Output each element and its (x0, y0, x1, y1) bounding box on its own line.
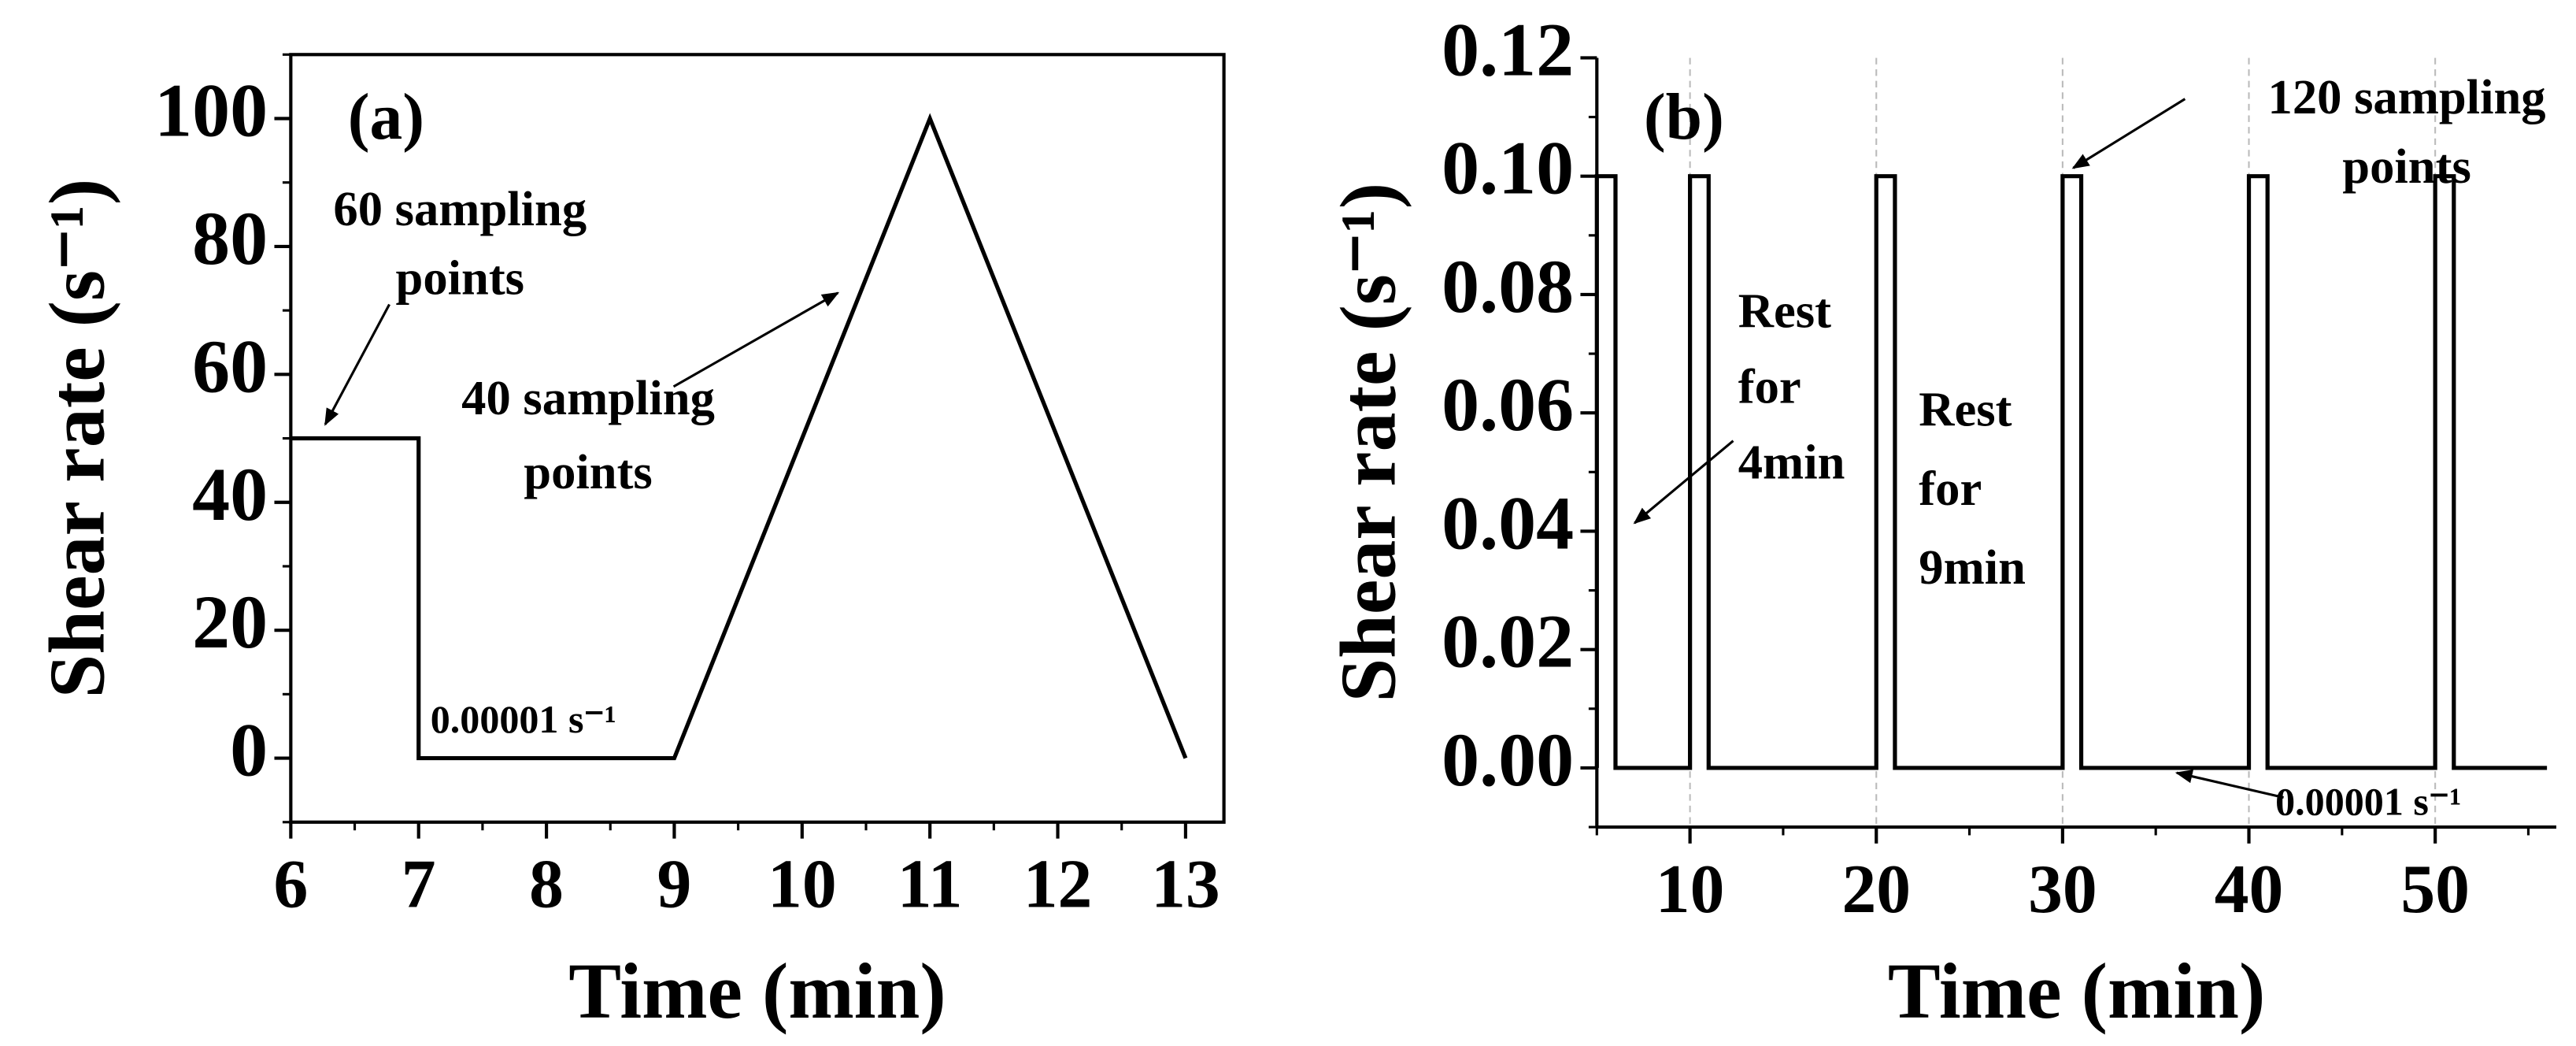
x-axis-label: Time (min) (568, 948, 946, 1035)
y-tick-label: 0.06 (1442, 362, 1574, 447)
x-axis-label: Time (min) (1888, 948, 2265, 1035)
data-line (1594, 174, 2548, 770)
x-tick-label: 10 (768, 846, 837, 922)
annotation-arrow (324, 303, 390, 426)
x-tick-label: 10 (1656, 851, 1725, 927)
annotation: points (2342, 139, 2471, 194)
annotation: 120 sampling (2268, 69, 2546, 124)
annotation: 4min (1738, 434, 1845, 489)
annotation: 0.00001 s⁻¹ (431, 697, 616, 741)
panel-label: (a) (348, 81, 424, 154)
x-tick-label: 30 (2028, 851, 2097, 927)
annotation: Rest (1919, 382, 2012, 437)
y-tick-label: 0.12 (1442, 7, 1574, 91)
x-tick-label: 8 (529, 846, 564, 922)
y-tick-label: 80 (192, 196, 268, 280)
x-tick-label: 6 (273, 846, 308, 922)
panel-label: (b) (1644, 81, 1724, 154)
annotation: 60 sampling (333, 181, 587, 236)
annotation: 9min (1919, 540, 2026, 595)
annotation-arrow (2174, 770, 2284, 799)
chart-panel: 10 20 30 40 50 0.00 0.02 0.04 0.06 0.08 0.10 0.12 Ti… (1325, 7, 2556, 1035)
annotation-arrow (672, 291, 840, 388)
y-tick-label: 0.00 (1442, 718, 1574, 802)
y-axis-label: Shear rate (s⁻¹) (1325, 183, 1412, 703)
annotation: for (1919, 461, 1982, 516)
annotation-arrow (2071, 98, 2186, 169)
y-tick-label: 100 (154, 69, 268, 153)
y-tick-label: 0 (230, 708, 268, 792)
x-tick-label: 13 (1151, 846, 1220, 922)
x-tick-label: 7 (402, 846, 436, 922)
annotation: 40 sampling (461, 370, 715, 425)
y-tick-label: 0.04 (1442, 480, 1574, 565)
y-tick-label: 60 (192, 324, 268, 408)
annotation: 0.00001 s⁻¹ (2275, 779, 2461, 823)
annotation: Rest (1738, 283, 1831, 338)
y-tick-label: 0.08 (1442, 244, 1574, 328)
annotation-arrow (1633, 440, 1734, 525)
chart-panel: 6 7 8 9 10 11 12 13 0 20 40 60 80 100 Time (min) Shear … (33, 53, 1226, 1035)
y-axis-label: Shear rate (s⁻¹) (33, 179, 120, 699)
x-tick-label: 11 (898, 846, 963, 922)
x-tick-label: 40 (2215, 851, 2284, 927)
y-tick-label: 0.10 (1442, 126, 1574, 210)
y-tick-label: 0.02 (1442, 599, 1574, 684)
x-tick-label: 20 (1841, 851, 1911, 927)
annotation: for (1738, 358, 1801, 414)
x-tick-label: 12 (1023, 846, 1093, 922)
annotation: points (396, 250, 525, 306)
annotation: points (524, 444, 653, 499)
x-tick-label: 50 (2400, 851, 2470, 927)
x-tick-label: 9 (657, 846, 692, 922)
data-line (291, 113, 1188, 761)
y-tick-label: 40 (192, 452, 268, 536)
y-tick-label: 20 (192, 580, 268, 664)
